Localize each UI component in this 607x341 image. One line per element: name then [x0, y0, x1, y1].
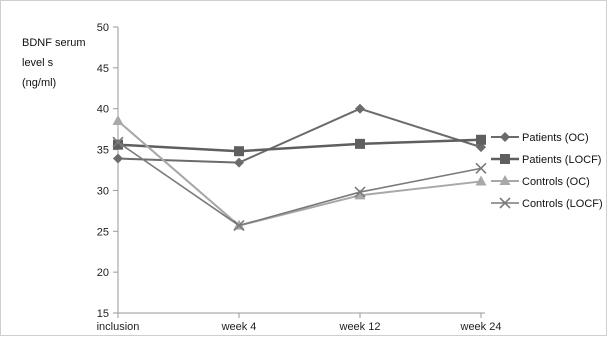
y-axis-title-line-3: (ng/ml) — [22, 77, 56, 89]
legend-label: Patients (LOCF) — [522, 154, 601, 166]
legend-label: Patients (OC) — [522, 132, 589, 144]
x-axis-ticks: inclusion week 4 week 12 week 24 — [97, 313, 502, 333]
y-tick-label: 15 — [97, 308, 109, 320]
y-axis-title-line-2: level s — [22, 57, 54, 69]
series-4 — [112, 136, 487, 232]
data-point — [234, 146, 244, 157]
legend-swatch-marker — [500, 154, 510, 164]
y-axis-ticks: 15 20 25 30 35 40 45 50 — [97, 22, 118, 320]
series-line — [117, 138, 482, 153]
legend-item: Patients (LOCF) — [491, 154, 601, 166]
legend: Patients (OC) Patients (LOCF) Controls (OC… — [491, 132, 603, 210]
legend-label: Controls (OC) — [522, 176, 590, 188]
data-point — [355, 103, 365, 114]
data-point — [112, 136, 124, 148]
data-point — [113, 139, 123, 150]
y-tick-label: 35 — [97, 145, 109, 157]
data-point — [112, 114, 124, 125]
y-axis-title: BDNF serum level s (ng/ml) — [22, 37, 86, 89]
x-tick-label: week 12 — [339, 321, 381, 333]
legend-label: Controls (LOCF) — [522, 198, 603, 210]
y-axis-title-line-1: BDNF serum — [22, 37, 86, 49]
y-tick-label: 45 — [97, 63, 109, 75]
data-point — [113, 153, 123, 164]
data-point — [233, 220, 245, 232]
series-line — [117, 141, 482, 227]
legend-swatch-marker — [500, 132, 510, 142]
data-point — [234, 157, 244, 168]
y-tick-label: 25 — [97, 226, 109, 238]
series-2 — [113, 134, 486, 157]
legend-swatch-marker — [499, 175, 511, 185]
data-point — [476, 134, 486, 145]
y-tick-label: 40 — [97, 104, 109, 116]
legend-item: Controls (LOCF) — [491, 197, 603, 210]
y-tick-label: 50 — [97, 22, 109, 34]
x-tick-label: inclusion — [97, 321, 140, 333]
legend-item: Controls (OC) — [491, 175, 590, 188]
series-line — [117, 107, 482, 164]
data-point — [355, 138, 365, 149]
data-point — [354, 186, 366, 198]
x-tick-label: week 4 — [221, 321, 257, 333]
x-tick-label: week 24 — [460, 321, 502, 333]
legend-item: Patients (OC) — [491, 132, 589, 144]
series-layer — [112, 103, 487, 232]
legend-swatch-marker — [499, 197, 511, 209]
data-point — [475, 175, 487, 186]
y-tick-label: 30 — [97, 185, 109, 197]
series-line — [117, 120, 482, 227]
series-3 — [112, 114, 487, 230]
data-point — [475, 162, 487, 174]
y-tick-label: 20 — [97, 267, 109, 279]
data-point — [354, 189, 366, 200]
